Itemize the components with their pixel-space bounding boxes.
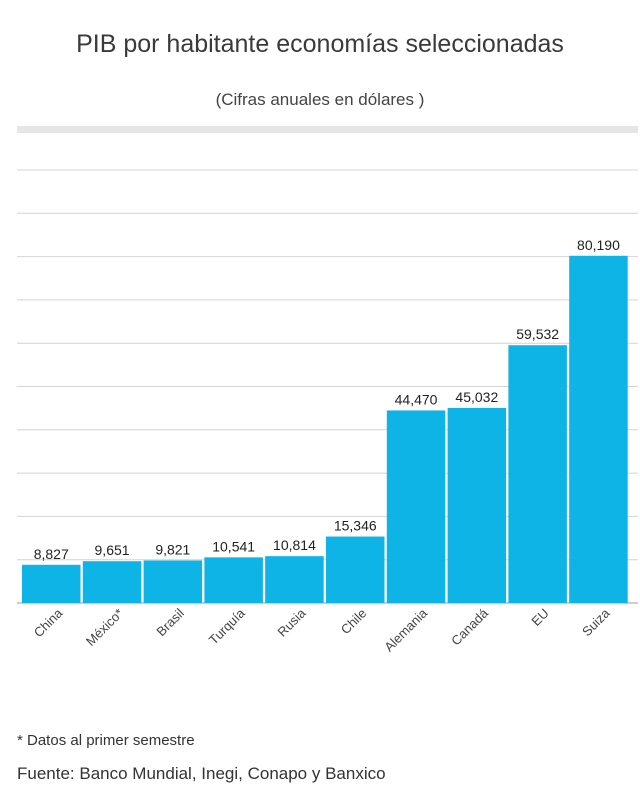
value-label: 80,190 [577, 237, 620, 253]
value-label: 59,532 [516, 326, 559, 342]
chart-title: PIB por habitante economías seleccionada… [76, 30, 564, 58]
value-label: 45,032 [455, 389, 498, 405]
category-label: Turquía [206, 605, 248, 647]
category-label: Alemania [381, 605, 430, 654]
bars [22, 255, 628, 604]
value-label: 15,346 [334, 518, 377, 534]
category-label: Canadá [448, 605, 491, 648]
bar-China [22, 564, 81, 603]
bar-chart: 8,827 9,651 9,821 10,541 10,814 15,346 44,470 4… [17, 169, 638, 654]
category-label: China [31, 605, 66, 640]
top-band [17, 126, 638, 133]
chart-subtitle: (Cifras anuales en dólares ) [215, 90, 425, 109]
category-label: Rusia [274, 605, 309, 640]
value-labels: 8,827 9,651 9,821 10,541 10,814 15,346 44,470 4… [34, 237, 620, 562]
category-label: Brasil [153, 605, 187, 639]
value-label: 10,541 [212, 538, 255, 554]
bar-Rusia [265, 556, 324, 603]
bar-Turquía [204, 557, 263, 603]
bar-Chile [326, 536, 385, 603]
bar-Suiza [569, 255, 628, 604]
bar-Canadá [447, 408, 507, 603]
bar-México* [82, 561, 142, 603]
category-label: México* [83, 606, 126, 649]
value-label: 9,821 [155, 541, 190, 557]
footnote: * Datos al primer semestre [17, 732, 195, 749]
category-label: EU [528, 606, 551, 629]
bar-Brasil [143, 560, 203, 603]
value-label: 10,814 [273, 537, 316, 553]
category-label: Chile [338, 606, 370, 638]
value-label: 44,470 [395, 391, 438, 407]
category-labels: China México* Brasil Turquía Rusia Chile Alema… [31, 605, 613, 654]
value-label: 8,827 [34, 546, 69, 562]
bar-Alemania [386, 410, 446, 603]
bar-EU [508, 345, 567, 603]
source-note: Fuente: Banco Mundial, Inegi, Conapo y B… [17, 764, 386, 783]
category-label: Suiza [579, 605, 613, 639]
value-label: 9,651 [95, 542, 130, 558]
